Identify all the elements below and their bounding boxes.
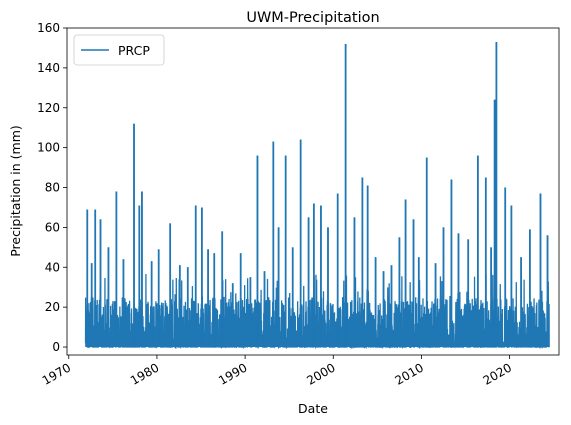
x-tick-label: 2020 [481, 360, 514, 387]
x-tick-label: 1990 [216, 360, 249, 387]
legend-label-prcp: PRCP [118, 43, 150, 58]
x-tick-label: 2010 [392, 360, 425, 387]
y-tick-label: 20 [45, 300, 60, 314]
y-axis: 0 20 40 60 80 100 120 140 160 [37, 21, 67, 354]
x-axis: 1970 1980 1990 2000 2010 2020 [40, 355, 514, 388]
y-tick-label: 140 [37, 61, 60, 75]
y-tick-label: 160 [37, 21, 60, 35]
x-tick-label: 1980 [128, 360, 161, 387]
legend-frame [73, 34, 165, 66]
x-axis-title: Date [298, 401, 328, 416]
legend: PRCP [73, 34, 165, 66]
y-tick-label: 0 [52, 340, 60, 354]
plot-area [84, 41, 550, 350]
x-tick-label: 1970 [40, 360, 73, 387]
series-layer [84, 41, 550, 350]
y-tick-label: 100 [37, 141, 60, 155]
x-tick-label: 2000 [304, 360, 337, 387]
chart-title: UWM-Precipitation [246, 10, 379, 26]
series-line-prcp [84, 41, 550, 350]
plot-frame [66, 27, 560, 356]
y-tick-label: 40 [45, 260, 60, 274]
y-tick-label: 120 [37, 101, 60, 115]
y-tick-label: 60 [45, 220, 60, 234]
y-axis-title: Precipitation in (mm) [8, 125, 23, 257]
y-tick-label: 80 [45, 181, 60, 195]
